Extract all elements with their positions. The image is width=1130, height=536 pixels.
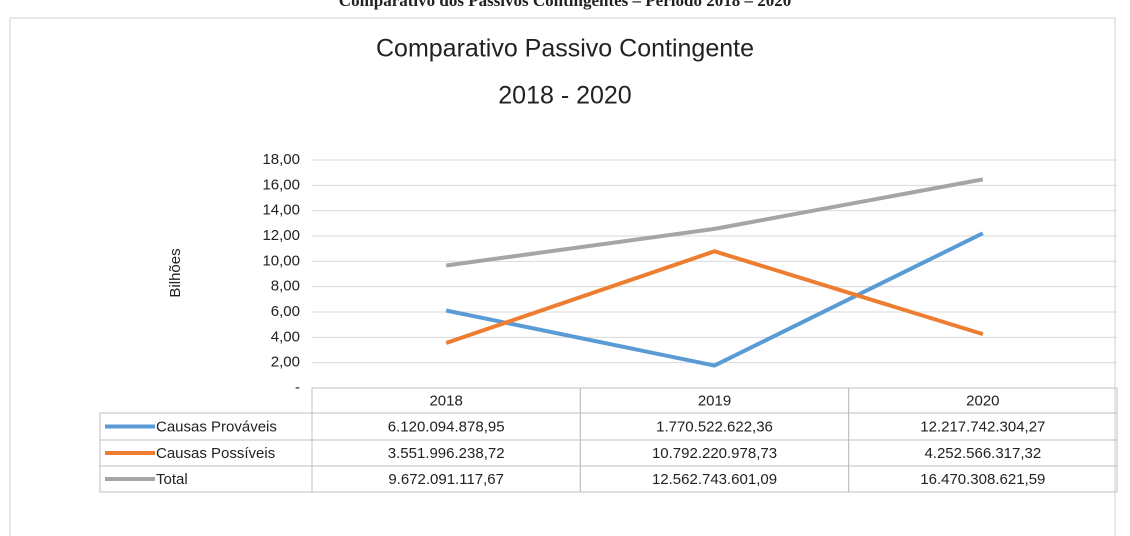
- y-tick-label: 8,00: [271, 278, 300, 295]
- y-tick-label: 14,00: [262, 202, 300, 219]
- data-label: 16.470.308.621,59: [920, 471, 1045, 488]
- y-tick-label: 4,00: [271, 328, 300, 345]
- series-line: [445, 177, 984, 268]
- y-tick-label: 16,00: [262, 176, 300, 193]
- y-tick-label: 2,00: [271, 354, 300, 371]
- data-label: 6.120.094.878,95: [388, 418, 505, 435]
- chart-title: Comparativo Passivo Contingente: [376, 35, 754, 63]
- data-label: 3.551.996.238,72: [388, 445, 505, 462]
- y-tick-label: 18,00: [262, 151, 300, 168]
- data-label: 12.562.743.601,09: [652, 471, 777, 488]
- legend-label: Causas Prováveis: [156, 418, 277, 435]
- legend-label: Causas Possíveis: [156, 445, 275, 462]
- data-label: 12.217.742.304,27: [920, 418, 1045, 435]
- series-line: [445, 231, 984, 368]
- series-line: [445, 249, 984, 345]
- data-label: 1.770.522.622,36: [656, 418, 773, 435]
- table-cell: [848, 465, 1118, 493]
- y-tick-label: 6,00: [271, 303, 300, 320]
- x-tick-label: 2018: [429, 392, 462, 409]
- data-label: 9.672.091.117,67: [388, 471, 504, 488]
- chart-title: 2018 - 2020: [498, 82, 631, 110]
- chart-frame: [9, 17, 1116, 536]
- y-tick-label: 10,00: [262, 252, 300, 269]
- legend-label: Total: [156, 471, 188, 488]
- y-tick-label: -: [295, 379, 300, 396]
- data-label: 4.252.566.317,32: [924, 445, 1041, 462]
- x-tick-label: 2019: [698, 392, 731, 409]
- y-axis-label: Bilhões: [167, 248, 184, 297]
- page-heading: Comparativo dos Passivos Contingentes – …: [339, 0, 791, 10]
- x-tick-label: 2020: [966, 392, 999, 409]
- data-label: 10.792.220.978,73: [652, 445, 777, 462]
- y-tick-label: 12,00: [262, 227, 300, 244]
